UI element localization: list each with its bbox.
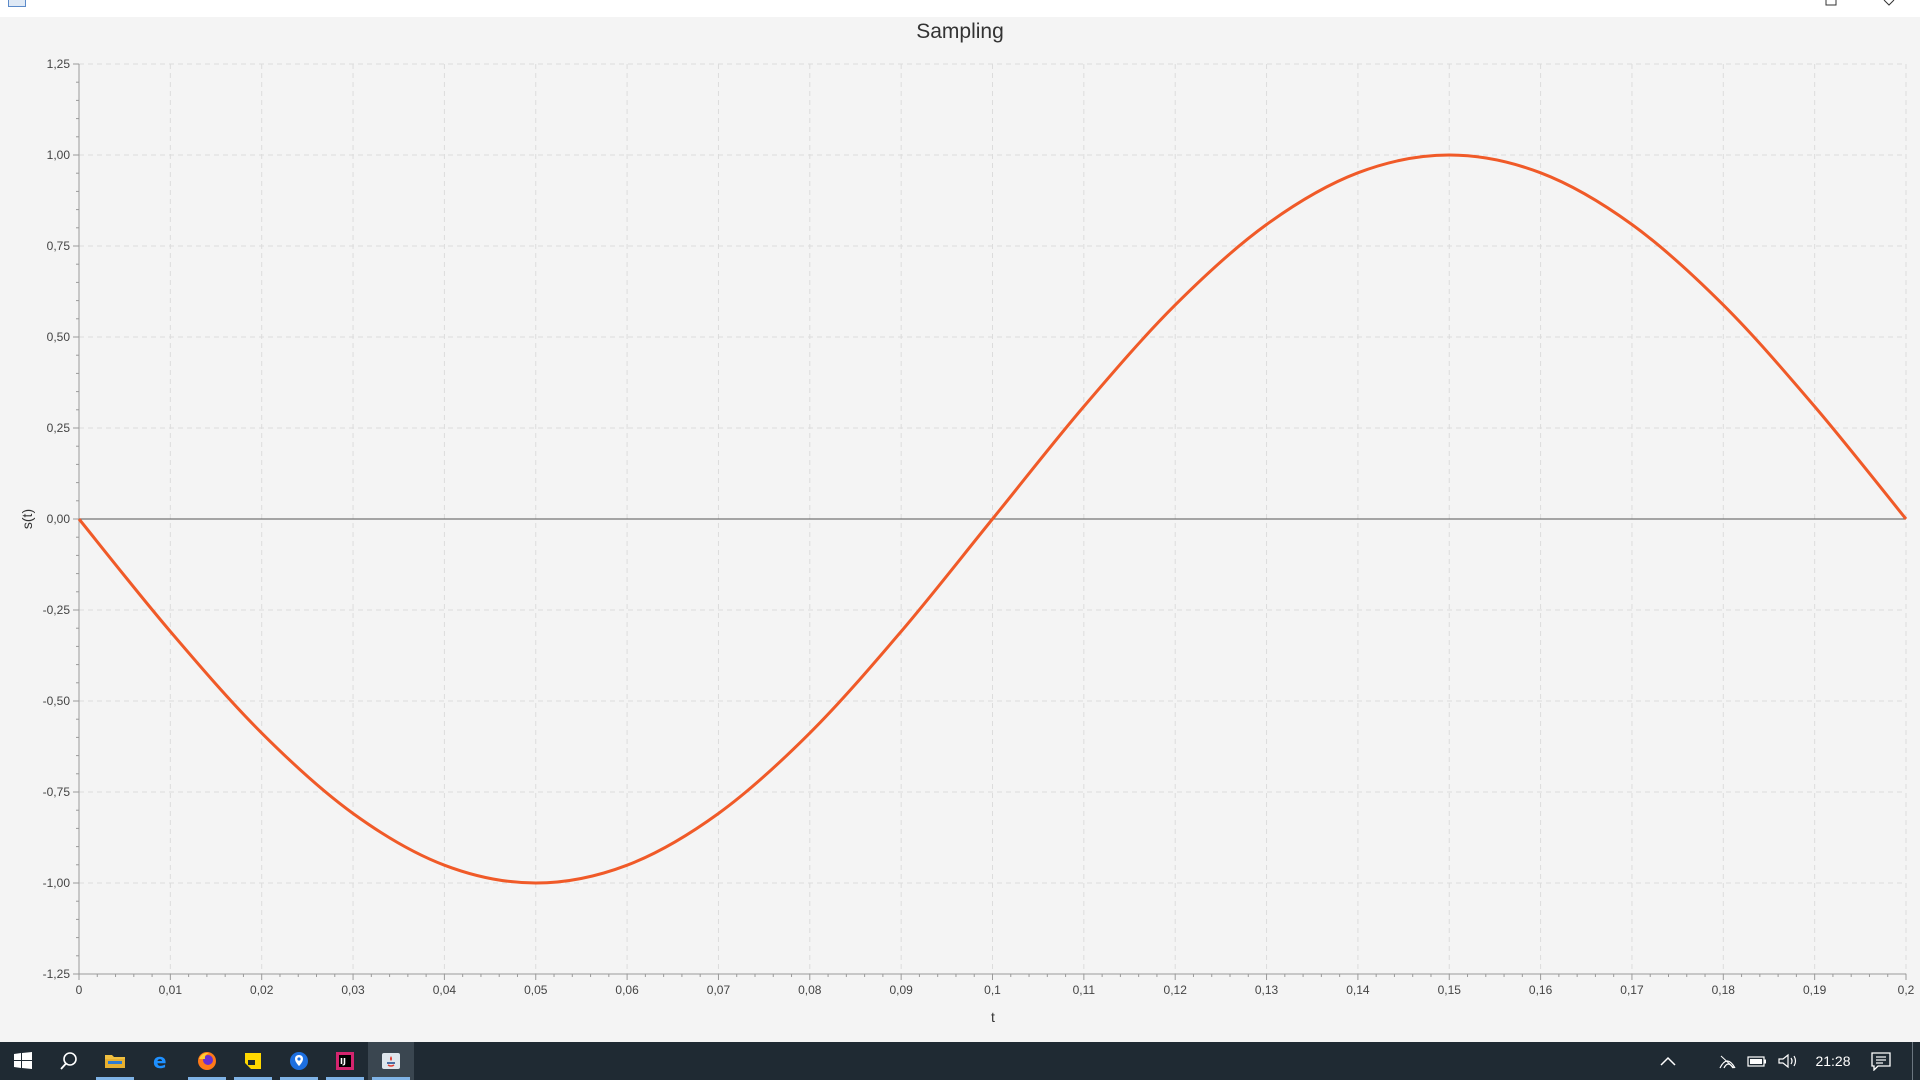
x-axis-label: t [991, 1009, 995, 1025]
taskbar-sticky-notes[interactable] [230, 1042, 276, 1080]
search-button[interactable] [46, 1042, 92, 1080]
search-icon [60, 1052, 77, 1070]
edge-browser-icon: e [153, 1050, 167, 1072]
x-tick-label: 0,13 [1255, 983, 1279, 997]
y-tick-label: -0,25 [43, 603, 71, 617]
x-tick-label: 0,09 [889, 983, 913, 997]
y-tick-label: -0,50 [43, 694, 71, 708]
chevron-up-icon [1660, 1056, 1676, 1066]
intellij-icon: IJ [336, 1052, 354, 1070]
maximize-button[interactable] [1808, 0, 1854, 17]
y-tick-label: 0,50 [47, 330, 71, 344]
java-app-icon [382, 1053, 400, 1069]
taskbar-firefox[interactable] [184, 1042, 230, 1080]
tray-clock[interactable]: 21:28 [1815, 1053, 1851, 1069]
wifi-icon [1719, 1055, 1736, 1069]
taskbar: e [0, 1042, 1920, 1080]
battery-icon [1747, 1056, 1766, 1067]
x-tick-label: 0,07 [707, 983, 731, 997]
taskbar-java-app[interactable] [368, 1042, 414, 1080]
maps-pin-icon [290, 1052, 308, 1070]
x-tick-label: 0,19 [1803, 983, 1827, 997]
sticky-notes-icon [245, 1053, 261, 1069]
taskbar-edge[interactable]: e [138, 1042, 184, 1080]
action-center-button[interactable] [1866, 1042, 1896, 1080]
x-tick-label: 0,04 [433, 983, 457, 997]
title-bar [0, 0, 1920, 17]
volume-icon [1778, 1053, 1797, 1069]
x-tick-label: 0,15 [1438, 983, 1462, 997]
maximize-icon [1825, 0, 1837, 6]
x-tick-label: 0,14 [1346, 983, 1370, 997]
series-line [77, 153, 1908, 885]
java-window-icon [8, 0, 26, 7]
y-tick-label: -1,00 [43, 876, 71, 890]
y-tick-label: 0,25 [47, 421, 71, 435]
folder-icon [105, 1055, 125, 1068]
chart-canvas: Sampling 0 0,01 0,02 0,03 0,04 0,05 0,06 0,07 0,… [19, 20, 1915, 1025]
x-tick-label: 0,03 [341, 983, 365, 997]
x-tick-label: 0,2 [1898, 983, 1915, 997]
start-button[interactable] [0, 1042, 46, 1080]
notification-icon [1871, 1052, 1891, 1071]
x-tick-label: 0,01 [159, 983, 183, 997]
x-tick-label: 0,12 [1164, 983, 1188, 997]
tray-volume[interactable] [1774, 1042, 1802, 1080]
y-tick-label: -1,25 [43, 967, 71, 981]
x-tick-label: 0,17 [1620, 983, 1644, 997]
y-tick-label: 1,00 [47, 148, 71, 162]
svg-text:e: e [153, 1050, 167, 1072]
series-layer [77, 153, 1908, 885]
x-tick-label: 0,05 [524, 983, 548, 997]
y-tick-label: 0,75 [47, 239, 71, 253]
firefox-icon [198, 1052, 216, 1070]
taskbar-intellij[interactable]: IJ [322, 1042, 368, 1080]
x-tick-label: 0,1 [984, 983, 1001, 997]
y-tick-label: 0,00 [47, 512, 71, 526]
chart-title: Sampling [916, 20, 1004, 43]
x-tick-label: 0,08 [798, 983, 822, 997]
tray-overflow-button[interactable] [1654, 1042, 1682, 1080]
tray-battery[interactable] [1744, 1042, 1770, 1080]
close-icon [1883, 0, 1895, 6]
close-button[interactable] [1866, 0, 1912, 17]
taskbar-maps[interactable] [276, 1042, 322, 1080]
svg-text:IJ: IJ [340, 1057, 346, 1066]
windows-logo-icon [14, 1052, 32, 1069]
y-axis-label: s(t) [19, 509, 35, 529]
x-tick-label: 0,02 [250, 983, 274, 997]
line-chart: Sampling 0 0,01 0,02 0,03 0,04 0,05 0,06 0,07 0,… [0, 17, 1920, 1042]
x-tick-label: 0,16 [1529, 983, 1553, 997]
axes: 0 0,01 0,02 0,03 0,04 0,05 0,06 0,07 0,08 0,09 0,1… [43, 57, 1915, 997]
y-tick-label: 1,25 [47, 57, 71, 71]
x-tick-label: 0,18 [1712, 983, 1736, 997]
tray-network[interactable] [1714, 1042, 1740, 1080]
x-tick-label: 0,06 [615, 983, 639, 997]
show-desktop-button[interactable] [1912, 1042, 1920, 1080]
x-tick-label: 0 [76, 983, 83, 997]
x-tick-label: 0,11 [1073, 983, 1096, 997]
y-tick-label: -0,75 [43, 785, 71, 799]
taskbar-file-explorer[interactable] [92, 1042, 138, 1080]
